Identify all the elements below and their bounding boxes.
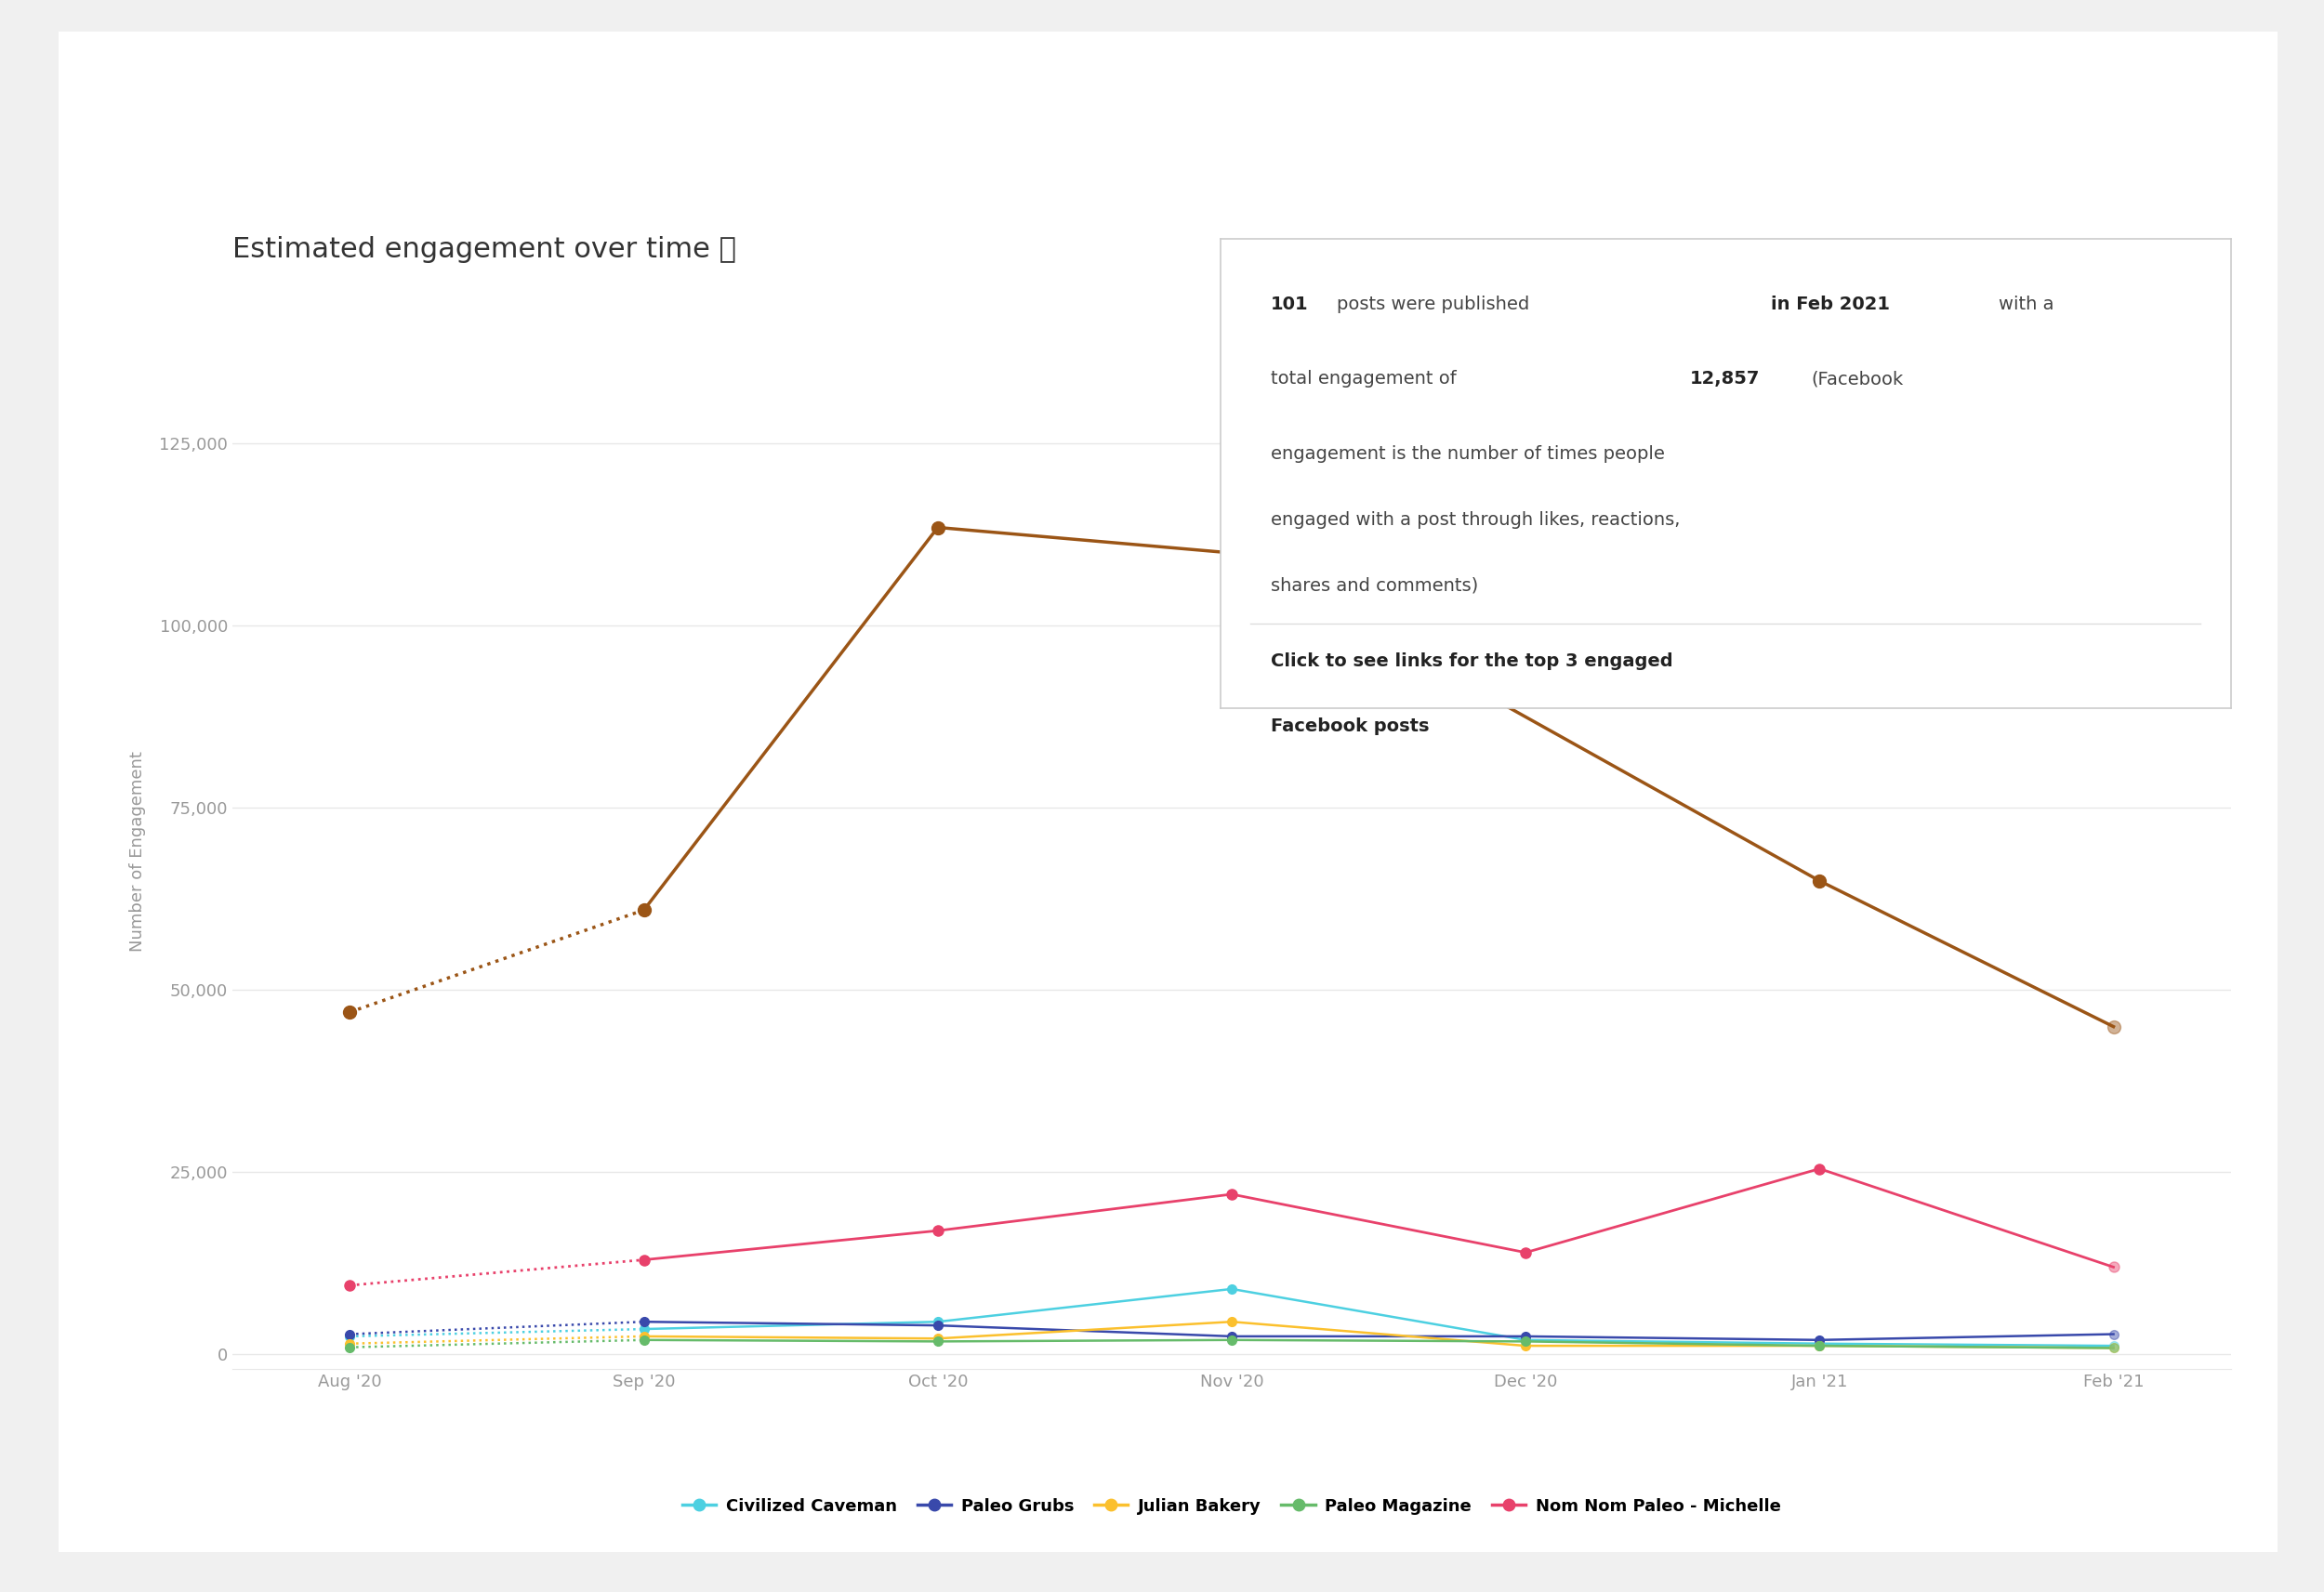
Text: (Facebook: (Facebook	[1810, 371, 1903, 388]
Text: posts were published: posts were published	[1336, 295, 1529, 312]
Text: in Feb 2021: in Feb 2021	[1771, 295, 1889, 312]
Text: 101: 101	[1271, 295, 1308, 312]
Text: engaged with a post through likes, reactions,: engaged with a post through likes, react…	[1271, 511, 1680, 529]
Text: total engagement of: total engagement of	[1271, 371, 1457, 388]
Text: engagement is the number of times people: engagement is the number of times people	[1271, 446, 1664, 463]
Y-axis label: Number of Engagement: Number of Engagement	[130, 751, 146, 952]
Text: shares and comments): shares and comments)	[1271, 576, 1478, 594]
Text: Estimated engagement over time ⓘ: Estimated engagement over time ⓘ	[232, 236, 737, 263]
Legend: Civilized Caveman, Paleo Grubs, Julian Bakery, Paleo Magazine, Nom Nom Paleo - M: Civilized Caveman, Paleo Grubs, Julian B…	[676, 1492, 1787, 1520]
Text: Click to see links for the top 3 engaged: Click to see links for the top 3 engaged	[1271, 653, 1673, 670]
Text: with a: with a	[1999, 295, 2054, 312]
Text: Facebook posts: Facebook posts	[1271, 718, 1429, 736]
Text: 12,857: 12,857	[1690, 371, 1759, 388]
